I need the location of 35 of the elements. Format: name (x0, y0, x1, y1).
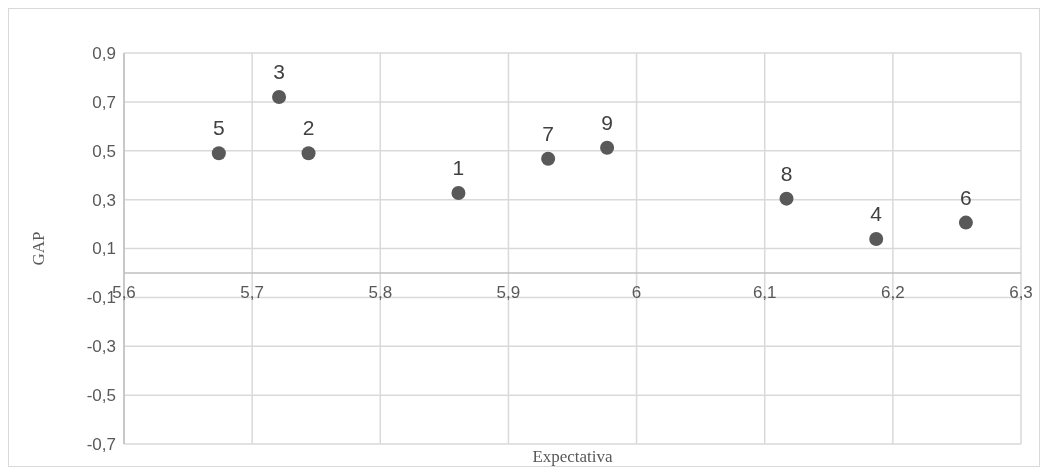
annotation: 7 (542, 121, 554, 145)
annotation: 2 (302, 116, 315, 140)
x-tick-label: 5,9 (496, 282, 521, 302)
annotation: 3 (273, 59, 285, 83)
y-tick-label: -0,7 (86, 434, 116, 454)
point (779, 191, 794, 206)
y-tick-label: -0,3 (86, 337, 116, 357)
y-tick-label: -0,5 (86, 386, 116, 406)
annotation: 6 (960, 185, 972, 209)
annotation: 9 (601, 110, 613, 134)
x-axis-title: Expectativa (532, 447, 614, 466)
point (958, 215, 973, 230)
y-axis-title: GAP (29, 231, 48, 266)
point (869, 231, 884, 246)
annotation: 1 (452, 156, 465, 180)
annotation: 5 (212, 116, 225, 140)
point (600, 140, 615, 155)
y-tick-label: 0,3 (92, 190, 116, 210)
x-tick-label: 6 (631, 282, 642, 302)
point (211, 146, 226, 161)
point (301, 146, 316, 161)
x-tick-label: 6,1 (752, 282, 777, 302)
y-tick-label: 0,7 (92, 92, 116, 112)
point (272, 89, 287, 104)
y-tick-label: 0,1 (92, 239, 116, 259)
x-tick-label: 5,7 (240, 282, 264, 302)
y-tick-label: 0,9 (92, 43, 116, 63)
point (451, 186, 466, 201)
x-tick-label: 6,2 (881, 282, 905, 302)
y-tick-label: 0,5 (92, 141, 116, 161)
point (541, 151, 556, 166)
x-tick-label: 5,8 (368, 282, 393, 302)
annotation: 4 (870, 201, 883, 225)
x-tick-label: 6,3 (1009, 282, 1033, 302)
annotation: 8 (780, 161, 793, 185)
